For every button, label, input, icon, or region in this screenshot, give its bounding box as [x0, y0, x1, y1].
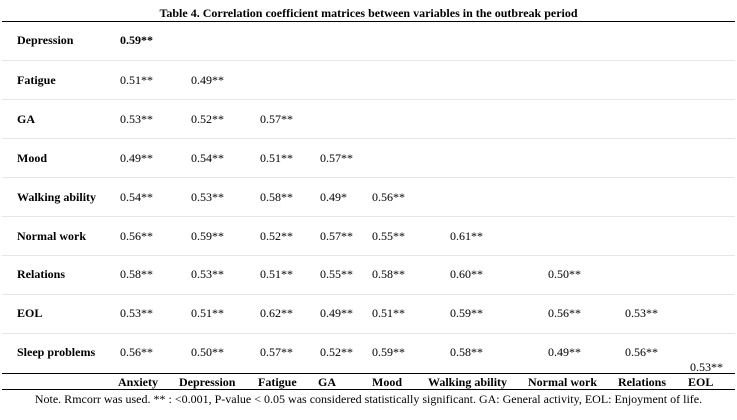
table-cell: 0.57** — [320, 229, 353, 243]
table-cell: 0.56** — [372, 190, 405, 204]
table-cell: 0.59** — [450, 306, 483, 320]
column-header: GA — [318, 375, 336, 389]
table-cell: 0.55** — [372, 229, 405, 243]
table-cell: 0.58** — [372, 267, 405, 281]
row-label: Fatigue — [17, 73, 56, 87]
table-cell: 0.54** — [191, 151, 224, 165]
table-note: Note. Rmcorr was used. ** : <0.001, P-va… — [34, 392, 703, 406]
column-header: EOL — [688, 375, 714, 389]
table-cell: 0.56** — [625, 345, 658, 359]
table-cell: 0.51** — [372, 306, 405, 320]
row-label: Walking ability — [17, 190, 97, 204]
table-cell: 0.60** — [450, 267, 483, 281]
table-cell: 0.51** — [191, 306, 224, 320]
table-cell: 0.58** — [120, 267, 153, 281]
table-cell: 0.59** — [372, 345, 405, 359]
table-cell: 0.52** — [260, 229, 293, 243]
table-cell: 0.53** — [191, 267, 224, 281]
row-label: Mood — [17, 151, 47, 165]
column-header: Fatigue — [258, 375, 297, 389]
table-cell: 0.49** — [120, 151, 153, 165]
table-cell: 0.49* — [320, 190, 347, 204]
table-cell: 0.51** — [120, 73, 153, 87]
table-cell: 0.49** — [320, 306, 353, 320]
table-cell: 0.59** — [191, 229, 224, 243]
row-divider — [2, 99, 735, 100]
table-cell: 0.57** — [260, 345, 293, 359]
table-cell: 0.49** — [191, 73, 224, 87]
table-cell: 0.53** — [625, 306, 658, 320]
column-header: Mood — [372, 375, 402, 389]
column-header: Anxiety — [118, 375, 158, 389]
row-label: GA — [17, 112, 35, 126]
table-cell: 0.61** — [450, 229, 483, 243]
row-divider — [2, 294, 735, 295]
table-cell: 0.52** — [191, 112, 224, 126]
row-divider — [2, 216, 735, 217]
column-header: Walking ability — [428, 375, 508, 389]
row-label: Sleep problems — [17, 345, 96, 359]
row-divider — [2, 138, 735, 139]
table-cell: 0.49** — [548, 345, 581, 359]
table-cell: 0.50** — [548, 267, 581, 281]
table-cell: 0.54** — [120, 190, 153, 204]
table-cell: 0.56** — [548, 306, 581, 320]
table-cell: 0.53** — [120, 112, 153, 126]
table-title: Table 4. Correlation coefficient matrice… — [159, 6, 578, 20]
table-cell: 0.50** — [191, 345, 224, 359]
table-cell: 0.58** — [450, 345, 483, 359]
row-divider — [2, 255, 735, 256]
table-cell: 0.59** — [120, 33, 153, 47]
table-cell: 0.62** — [260, 306, 293, 320]
table-cell: 0.53** — [191, 190, 224, 204]
top-rule — [2, 21, 735, 22]
table-cell: 0.56** — [120, 345, 153, 359]
table-cell: 0.53** — [120, 306, 153, 320]
table-cell: 0.51** — [260, 267, 293, 281]
row-divider — [2, 177, 735, 178]
table-cell: 0.56** — [120, 229, 153, 243]
column-header: Normal work — [528, 375, 597, 389]
table-cell: 0.51** — [260, 151, 293, 165]
table-cell: 0.57** — [260, 112, 293, 126]
row-label: Relations — [17, 267, 65, 281]
column-header: Relations — [618, 375, 666, 389]
table-cell: 0.52** — [320, 345, 353, 359]
header-rule — [2, 373, 735, 374]
row-label: Normal work — [17, 229, 86, 243]
bottom-rule — [2, 389, 735, 390]
row-divider — [2, 60, 735, 61]
row-divider — [2, 333, 735, 334]
table-cell: 0.55** — [320, 267, 353, 281]
table-cell: 0.57** — [320, 151, 353, 165]
column-header: Depression — [179, 375, 236, 389]
row-label: Depression — [17, 33, 74, 47]
table-cell: 0.58** — [260, 190, 293, 204]
row-label: EOL — [17, 306, 43, 320]
table-cell: 0.53** — [690, 360, 723, 374]
